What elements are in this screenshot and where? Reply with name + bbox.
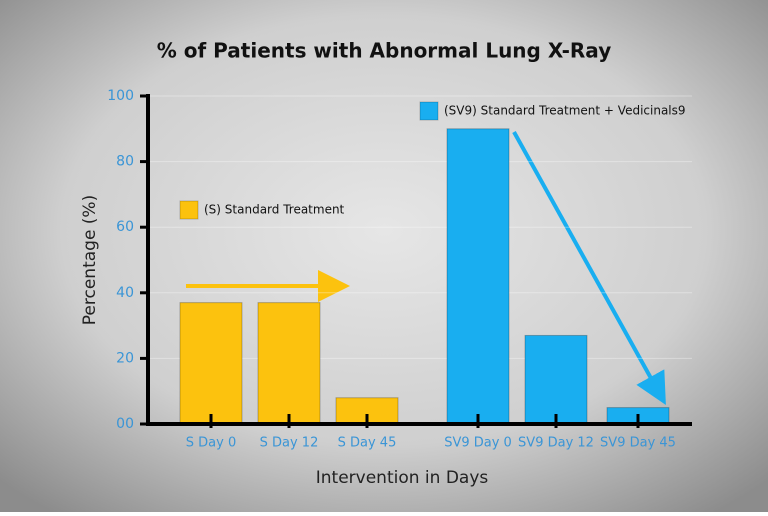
legend-label: (S) Standard Treatment (204, 203, 345, 217)
x-tick-label: SV9 Day 45 (600, 436, 676, 451)
x-tick-label: S Day 45 (338, 436, 397, 451)
x-axis-label: Intervention in Days (316, 468, 489, 488)
x-tick-label: SV9 Day 12 (518, 436, 594, 451)
y-tick-label: 20 (116, 350, 134, 366)
bar (446, 128, 510, 425)
trend-arrow (512, 131, 666, 405)
legend-swatch (419, 101, 439, 121)
y-tick-label: 100 (107, 88, 134, 104)
x-tick-label: SV9 Day 0 (444, 436, 512, 451)
x-tick-label: S Day 12 (260, 436, 319, 451)
y-tick-label: 80 (116, 154, 134, 170)
x-tick-label: S Day 0 (186, 436, 236, 451)
y-axis-label: Percentage (%) (80, 195, 100, 325)
y-tick-label: 60 (116, 219, 134, 235)
bar (257, 302, 321, 425)
y-tick-label: 40 (116, 285, 134, 301)
legend-label: (SV9) Standard Treatment + Vedicinals9 (444, 104, 686, 118)
bar (179, 302, 243, 425)
bar (524, 334, 588, 425)
y-tick-label: 00 (116, 416, 134, 432)
legend-swatch (179, 200, 199, 220)
chart-title: % of Patients with Abnormal Lung X-Ray (157, 39, 611, 63)
